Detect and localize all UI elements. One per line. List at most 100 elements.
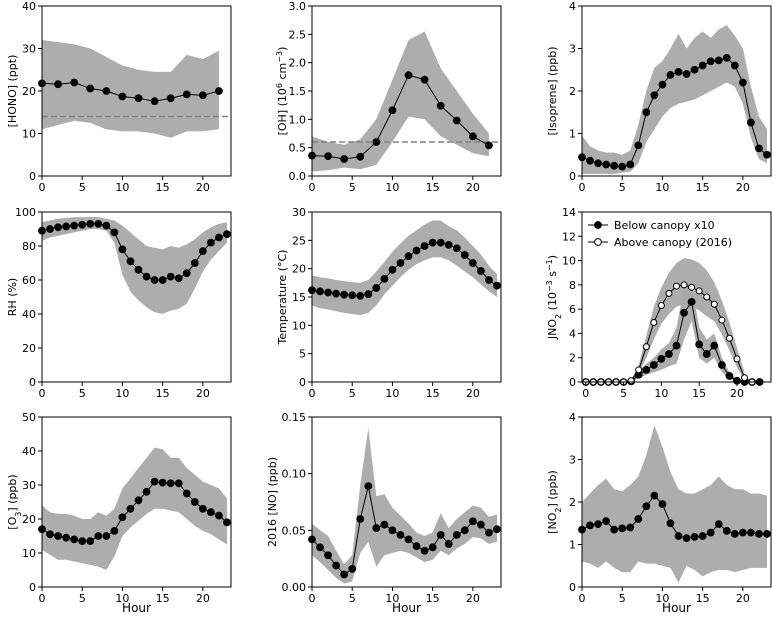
x-tick-label-temperature: 5 [349,387,356,400]
data-point-no2-0-3 [602,517,611,526]
data-point-rh-0-5 [78,220,87,229]
data-point-rh-0-13 [142,272,151,281]
data-point-no-0-14 [420,546,429,555]
x-tick-label-no: 20 [466,592,480,605]
data-point-jno2-0-18 [717,361,726,369]
y-tick-label-isoprene: 0 [569,170,576,183]
range-band-hono-0 [42,40,219,138]
x-tick-label-no2: 10 [655,592,669,605]
y-tick-label-no2: 4 [569,411,576,424]
data-point-isoprene-0-2 [594,159,602,168]
data-point-isoprene-0-14 [690,65,699,74]
data-point-temperature-0-12 [404,252,413,261]
data-point-temperature-0-15 [428,238,437,247]
data-point-rh-0-20 [198,247,207,256]
y-tick-label-o3: 40 [22,445,36,458]
data-point-rh-0-3 [62,222,71,231]
panel-rh: 0 5 10 15 20 0 20 40 60 80 100 RH (%) [6,206,232,400]
x-tick-label-o3: 20 [196,592,210,605]
data-point-no-0-11 [396,530,405,539]
data-point-isoprene-0-10 [658,80,667,89]
range-band-oh-0 [312,31,489,172]
y-axis-label-hono: [HONO] (ppt) [6,55,19,128]
y-tick-label-hono: 0 [29,170,36,183]
data-point-no-0-2 [324,551,332,560]
x-tick-label-isoprene: 10 [655,181,669,194]
data-point-no2-0-7 [634,515,643,523]
data-point-rh-0-11 [126,257,135,266]
data-point-o3-0-19 [190,498,199,506]
x-tick-label-jno2: 10 [654,387,668,400]
x-tick-label-hono: 10 [115,181,129,194]
data-point-no2-0-23 [763,529,771,538]
data-point-no-0-16 [436,530,445,539]
data-point-oh-0-5 [388,106,397,115]
data-point-no2-0-6 [626,523,635,532]
panel-no: 0 5 10 15 20 0.00 0.05 0.10 0.15 2016 [NO] (ppb) H… [266,411,502,615]
data-point-no-0-7 [364,482,373,491]
axes-frame-rh [41,211,232,383]
data-point-jno2-1-20 [733,355,741,363]
data-point-no-0-23 [493,525,501,534]
data-point-temperature-0-11 [396,259,405,267]
data-point-temperature-0-9 [380,274,389,283]
data-point-o3-0-17 [174,479,183,488]
x-tick-label-o3: 5 [79,592,86,605]
y-tick-label-rh: 60 [22,274,36,287]
data-point-rh-0-17 [174,274,183,283]
data-point-jno2-1-10 [657,302,665,309]
data-point-no-0-1 [316,543,324,552]
data-point-jno2-0-15 [695,340,704,349]
data-point-jno2-1-6 [627,377,635,385]
data-point-o3-0-1 [46,530,54,539]
data-point-temperature-0-16 [436,238,445,247]
data-point-temperature-0-20 [468,259,477,267]
data-point-rh-0-6 [86,220,95,228]
x-tick-label-temperature: 10 [385,387,399,400]
y-tick-label-no2: 3 [569,454,576,467]
data-point-isoprene-0-16 [706,57,715,66]
data-point-isoprene-0-23 [763,150,771,159]
x-tick-label-temperature: 20 [466,387,480,400]
y-tick-label-hono: 10 [22,128,36,141]
data-point-no2-0-13 [682,534,691,543]
y-tick-label-o3: 20 [22,513,36,526]
x-tick-label-no2: 0 [579,592,586,605]
y-tick-label-rh: 80 [22,240,36,253]
x-tick-label-isoprene: 0 [579,181,586,194]
data-point-jno2-0-13 [680,308,688,317]
data-point-no-0-4 [340,570,349,579]
range-band-isoprene-0 [582,25,767,174]
x-tick-label-no2: 15 [696,592,710,605]
data-point-isoprene-0-9 [650,91,659,100]
y-tick-label-no2: 0 [569,581,576,594]
y-tick-label-temperature: 5 [299,348,306,361]
data-point-no2-0-8 [642,502,651,511]
y-tick-label-hono: 20 [22,85,36,98]
y-tick-label-jno2: 6 [569,303,576,316]
data-point-temperature-0-22 [485,276,493,284]
data-point-o3-0-8 [102,532,111,540]
panel-o3: 0 5 10 15 20 0 10 20 30 40 50 [O3] (ppb) Hour [6,411,232,615]
data-point-temperature-0-4 [340,290,349,299]
x-tick-label-o3: 10 [115,592,129,605]
data-point-hono-0-1 [54,80,62,89]
data-point-isoprene-0-1 [586,156,594,165]
data-point-o3-0-4 [70,535,79,544]
data-point-rh-0-21 [206,238,215,247]
data-point-o3-0-9 [110,527,119,535]
x-tick-label-no: 5 [349,592,356,605]
data-point-hono-0-11 [215,87,223,95]
data-point-temperature-0-10 [388,265,397,274]
x-tick-label-isoprene: 15 [696,181,710,194]
y-tick-label-temperature: 20 [292,263,306,276]
range-band-no-0 [312,428,497,584]
data-point-isoprene-0-13 [682,70,691,78]
data-point-temperature-0-5 [348,291,357,300]
x-tick-label-oh: 10 [385,181,399,194]
data-point-rh-0-22 [215,233,223,242]
data-point-o3-0-2 [54,532,62,540]
data-point-rh-0-4 [70,221,79,230]
data-point-rh-0-9 [110,228,119,237]
data-point-temperature-0-14 [420,242,429,250]
